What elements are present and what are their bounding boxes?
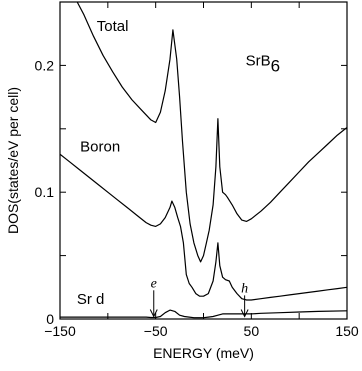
annotation-label-sr-d: Sr d [77,291,105,308]
series-line-sr-d [60,309,347,319]
y-tick-label: 0 [46,311,54,327]
arrow-head-icon [240,309,249,318]
x-tick-label: 50 [244,323,260,339]
y-axis-title: DOS(states/eV per cell) [5,87,21,234]
series-line-boron [60,153,347,301]
axis-ticks: −150 −50 50 150 0 0.1 0.2 [35,1,359,339]
x-tick-label: −50 [144,323,168,339]
y-tick-label: 0.1 [35,184,55,200]
plot-frame [59,1,348,320]
annotation-label-boron: Boron [80,139,120,156]
annotation-label-srb: SrB6 [246,52,280,75]
annotation-label-total: Total [97,18,129,35]
annotation-label-e: e [151,276,157,291]
y-tick-label: 0.2 [35,57,55,73]
x-axis-title: ENERGY (meV) [153,345,254,361]
x-tick-label: 150 [335,323,359,339]
annotation-label-h: h [241,281,248,296]
arrow-head-icon [149,309,158,318]
plot-lines [60,2,347,319]
series-line-total [76,2,347,263]
x-tick-label: −150 [44,323,76,339]
